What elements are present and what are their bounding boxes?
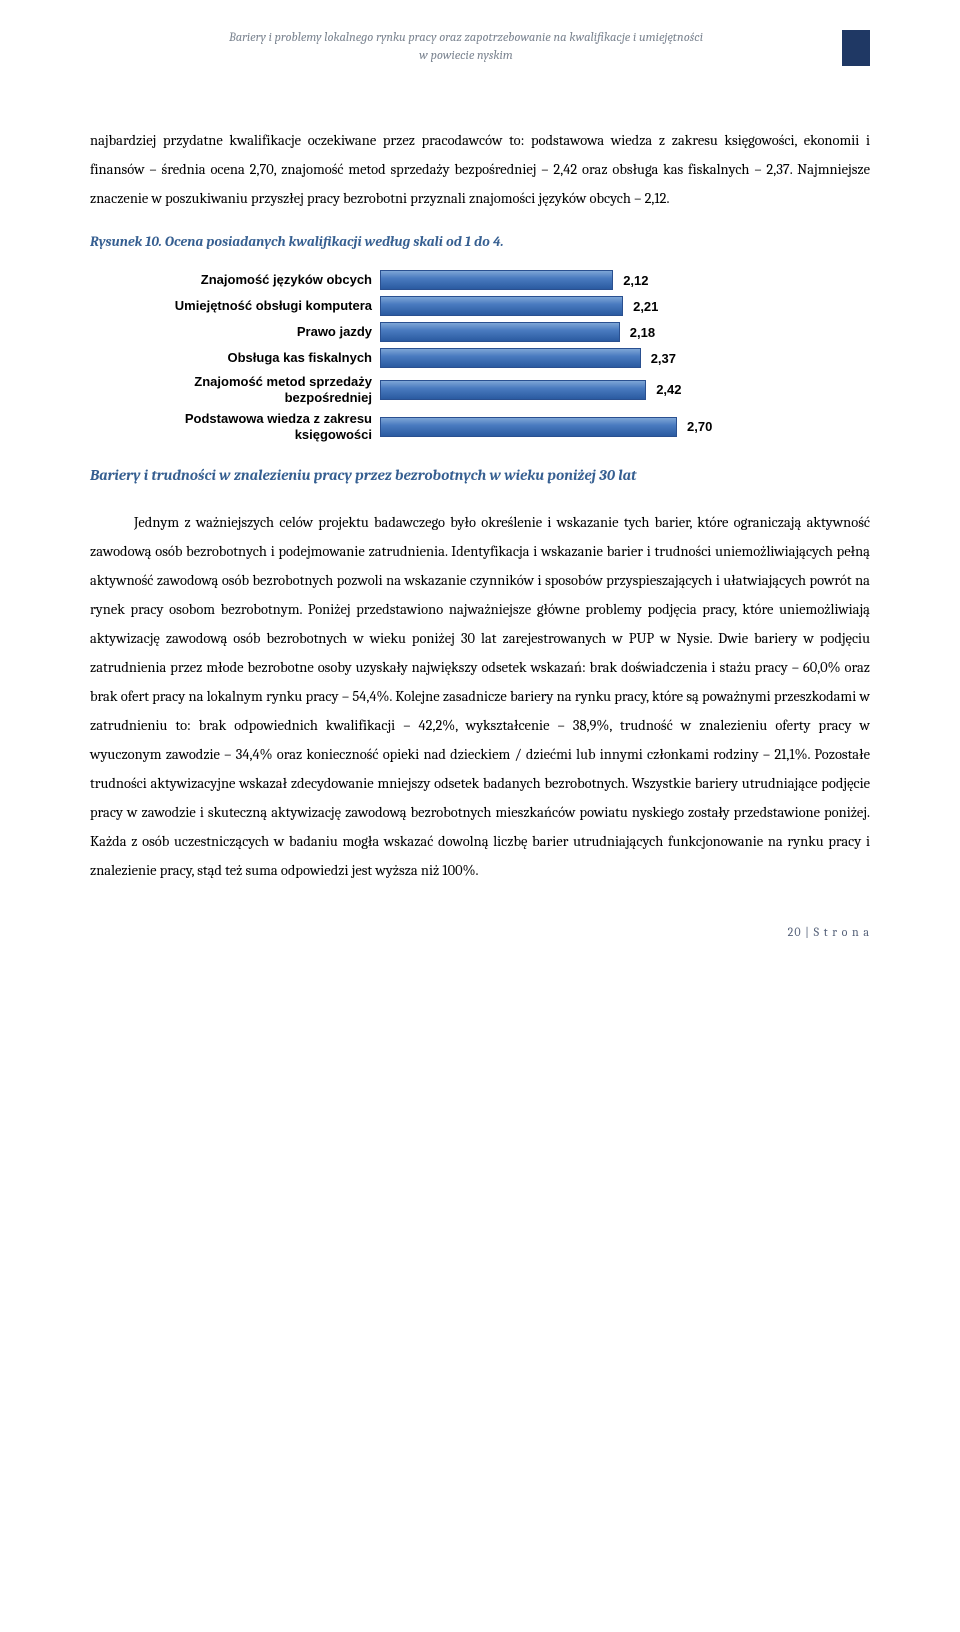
paragraph-1: najbardziej przydatne kwalifikacje oczek…	[90, 126, 870, 213]
chart-row: Podstawowa wiedza z zakresu księgowości 2…	[140, 411, 820, 442]
page-footer: 20 | S t r o n a	[90, 925, 870, 939]
chart-row: Umiejętność obsługi komputera 2,21	[140, 296, 820, 316]
chart-bar-zone: 2,18	[380, 322, 820, 342]
chart-bar-zone: 2,21	[380, 296, 820, 316]
chart-value: 2,37	[641, 351, 676, 366]
chart-bar	[380, 348, 641, 368]
chart-row: Obsługa kas fiskalnych 2,37	[140, 348, 820, 368]
header-line1: Bariery i problemy lokalnego rynku pracy…	[229, 31, 703, 45]
chart-value: 2,12	[613, 273, 648, 288]
chart-label: Podstawowa wiedza z zakresu księgowości	[140, 411, 380, 442]
page-header: Bariery i problemy lokalnego rynku pracy…	[90, 30, 870, 66]
header-title: Bariery i problemy lokalnego rynku pracy…	[90, 30, 842, 65]
chart-value: 2,21	[623, 299, 658, 314]
section-title: Bariery i trudności w znalezieniu pracy …	[90, 466, 870, 484]
chart-value: 2,42	[646, 382, 681, 397]
chart-bar	[380, 270, 613, 290]
paragraph-2: Jednym z ważniejszych celów projektu bad…	[90, 508, 870, 885]
chart-value: 2,70	[677, 419, 712, 434]
chart-row: Znajomość języków obcych 2,12	[140, 270, 820, 290]
chart-label: Umiejętność obsługi komputera	[140, 298, 380, 314]
chart-row: Prawo jazdy 2,18	[140, 322, 820, 342]
chart-row: Znajomość metod sprzedaży bezpośredniej 2…	[140, 374, 820, 405]
header-line2: w powiecie nyskim	[419, 49, 513, 63]
chart-bar	[380, 417, 677, 437]
chart-bar	[380, 322, 620, 342]
figure-caption: Rysunek 10. Ocena posiadanych kwalifikac…	[90, 233, 870, 250]
chart-bar-zone: 2,12	[380, 270, 820, 290]
chart-bar	[380, 296, 623, 316]
chart-bar-zone: 2,70	[380, 417, 820, 437]
chart-label: Znajomość metod sprzedaży bezpośredniej	[140, 374, 380, 405]
chart-bar	[380, 380, 646, 400]
header-decor-block	[842, 30, 870, 66]
chart-label: Prawo jazdy	[140, 324, 380, 340]
qualifications-bar-chart: Znajomość języków obcych 2,12 Umiejętność …	[140, 270, 820, 442]
chart-label: Znajomość języków obcych	[140, 272, 380, 288]
chart-bar-zone: 2,37	[380, 348, 820, 368]
chart-bar-zone: 2,42	[380, 380, 820, 400]
chart-value: 2,18	[620, 325, 655, 340]
chart-label: Obsługa kas fiskalnych	[140, 350, 380, 366]
